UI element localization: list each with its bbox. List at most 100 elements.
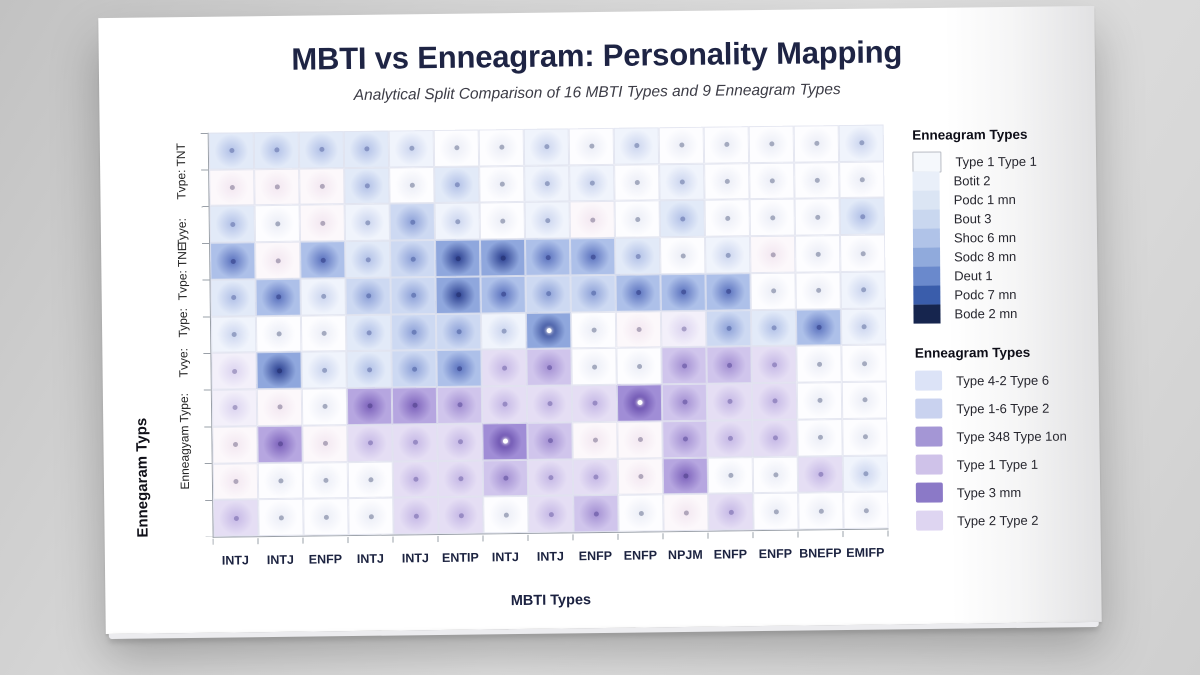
x-tick-label: ENFP: [758, 546, 793, 562]
heatmap-cell: [434, 202, 481, 241]
cell-dot: [635, 290, 641, 296]
cell-dot: [682, 473, 688, 479]
legend-item: Type 3 mm: [915, 481, 1102, 503]
cell-dot: [457, 476, 463, 482]
cell-dot: [859, 177, 865, 183]
cell-dot: [860, 250, 866, 256]
cell-dot: [859, 214, 865, 220]
cell-dot: [773, 508, 779, 515]
cell-dot: [233, 515, 239, 521]
x-tick-label: ENFP: [713, 547, 748, 562]
cell-dot: [547, 438, 553, 444]
heatmap-cell: [708, 493, 754, 531]
heatmap-cell: [843, 491, 889, 530]
cell-dot: [769, 215, 775, 221]
cell-dot: [457, 439, 463, 445]
heatmap-cell: [481, 349, 527, 387]
heatmap-cell: [704, 236, 751, 274]
cell-dot: [635, 253, 641, 259]
legend-item: Deut 1: [913, 265, 1099, 286]
heatmap-cell: [842, 418, 888, 456]
cell-dot: [276, 368, 282, 374]
cell-dot: [679, 179, 685, 185]
heatmap-cell: [300, 314, 347, 353]
heatmap-cell: [480, 312, 527, 350]
cell-dot: [321, 367, 327, 373]
cell-dot: [813, 141, 819, 147]
heatmap-cell: [615, 274, 661, 312]
cell-dot: [634, 180, 640, 186]
cell-dot: [637, 437, 643, 443]
x-tick-label: INTJ: [536, 549, 565, 564]
heatmap-cell: [570, 237, 616, 276]
legend-item: Bout 3: [912, 208, 1099, 229]
cell-dot: [499, 218, 505, 224]
cell-dot: [592, 437, 598, 443]
cell-dot: [500, 255, 506, 261]
legend-item: Bode 2 mn: [913, 303, 1099, 324]
cell-dot: [814, 177, 820, 183]
cell-dot: [411, 366, 417, 372]
cell-dot: [367, 440, 373, 446]
cell-dot: [862, 434, 868, 440]
heatmap-cell: [388, 130, 435, 168]
cell-dot: [543, 144, 549, 150]
heatmap-cell: [347, 424, 393, 462]
legend-item: Podc 7 mn: [913, 284, 1099, 305]
cell-dot: [366, 367, 372, 373]
heatmap-cell: [392, 423, 438, 462]
heatmap-cell: [573, 495, 619, 533]
cell-dot: [723, 142, 729, 148]
cell-dot: [232, 405, 238, 411]
cell-dot: [590, 290, 596, 296]
heatmap-cell: [753, 492, 799, 531]
cell-dot: [276, 331, 282, 337]
cell-dot: [411, 329, 417, 335]
legend-purple: Enneagram Types Type 4-2 Type 6 Type 1-6 …: [915, 344, 1102, 538]
cell-dot: [589, 180, 595, 186]
legend-blue-title: Enneagram Types: [912, 126, 1028, 143]
cell-dot: [816, 324, 822, 330]
heatmap-grid: [208, 124, 889, 537]
cell-dot: [544, 181, 550, 187]
heatmap-cell: [391, 387, 438, 425]
heatmap-cell: [707, 456, 754, 494]
cell-dot: [817, 471, 823, 477]
cell-dot: [589, 217, 595, 223]
legend-swatch: [913, 247, 941, 267]
heatmap-cell: [255, 278, 301, 316]
heatmap-cell: [616, 347, 662, 385]
heatmap-cell: [479, 202, 526, 240]
legend-label: Type 1 Type 1: [956, 456, 1039, 472]
heatmap-cell: [435, 239, 481, 277]
heatmap-cell: [749, 235, 796, 274]
cell-dot: [413, 513, 419, 519]
heatmap-cell: [213, 499, 259, 537]
cell-dot: [724, 178, 730, 185]
cell-dot: [771, 398, 778, 404]
heatmap-cell: [705, 273, 751, 311]
heatmap-cell: [797, 418, 843, 457]
heatmap-cell: [616, 384, 663, 422]
cell-dot: [678, 142, 684, 148]
cell-dot: [818, 508, 824, 514]
heatmap-cell: [659, 200, 705, 238]
cell-dot: [727, 472, 733, 478]
heatmap-cell: [209, 168, 255, 207]
legend-label: Type 3 mm: [956, 484, 1022, 500]
cell-dot: [274, 221, 280, 227]
heatmap-cell: [299, 167, 345, 206]
heatmap-cell: [346, 350, 392, 389]
heatmap-cell: [617, 421, 663, 459]
heatmap-cell: [348, 497, 394, 536]
heatmap-cell: [706, 383, 753, 421]
heatmap-cell: [212, 462, 259, 501]
heatmap-cell: [300, 241, 346, 279]
legend-label: Type 348 Type 1on: [956, 428, 1067, 444]
legend-label: Podc 7 mn: [954, 286, 1017, 303]
cell-dot: [229, 221, 235, 227]
cell-dot: [232, 478, 238, 484]
cell-dot: [636, 363, 642, 369]
legend-swatch: [913, 266, 941, 286]
cell-dot: [816, 361, 822, 367]
